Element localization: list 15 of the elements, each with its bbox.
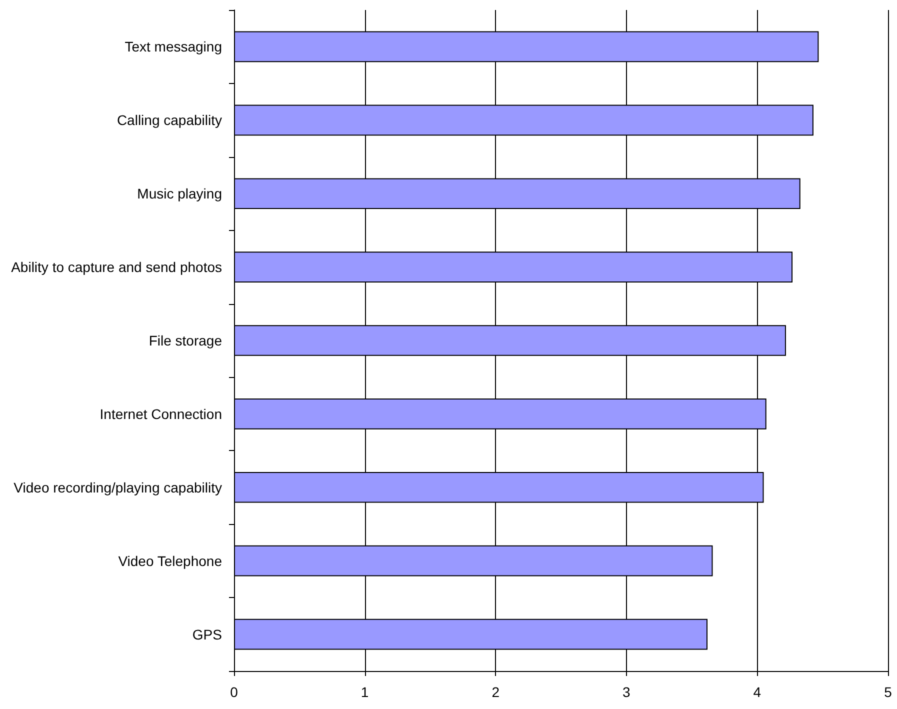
y-tick-label: Music playing	[137, 186, 222, 202]
y-tick-label: GPS	[192, 626, 222, 642]
y-tick-label: Video recording/playing capability	[14, 479, 222, 496]
y-tick-label: Video Telephone	[118, 552, 222, 569]
y-tick-label: Text messaging	[124, 38, 222, 55]
x-tick-label: 0	[230, 684, 238, 700]
y-tick-label: Ability to capture and send photos	[11, 259, 222, 276]
x-tick-label: 2	[492, 684, 500, 700]
y-tick-label: Calling capability	[116, 112, 222, 128]
x-tick-label: 1	[360, 684, 369, 700]
x-tick-label: 4	[753, 684, 762, 700]
y-tick-label: File storage	[148, 332, 222, 348]
x-tick-label: 5	[884, 684, 892, 700]
x-tick-label: 3	[622, 684, 630, 700]
y-tick-label: Internet Connection	[100, 406, 222, 422]
